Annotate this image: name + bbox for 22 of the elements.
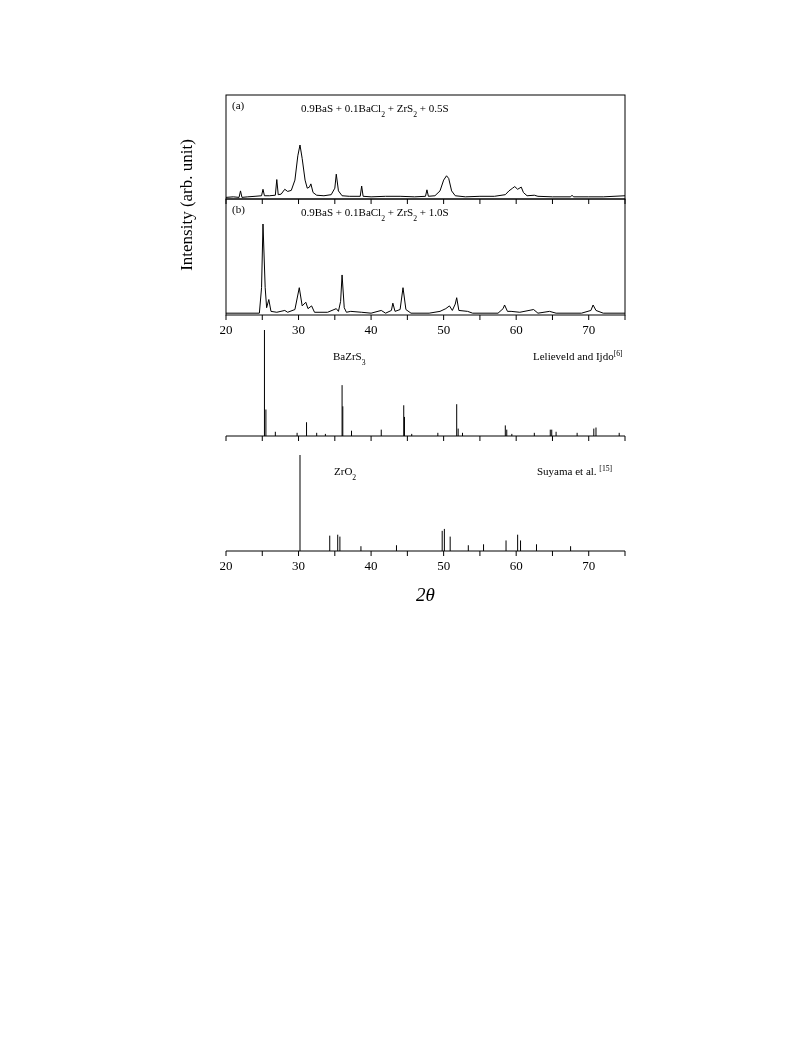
x-tick-label: 30 (292, 322, 306, 337)
x-tick-label: 60 (509, 558, 523, 573)
text: (b) (232, 203, 246, 216)
x-tick-label: 50 (437, 322, 451, 337)
x-tick-label: 20 (219, 322, 233, 337)
x-tick-label: 70 (582, 322, 596, 337)
text: 0.9BaS + 0.1BaCl$_{2}$ + ZrS$_{2}$ + 1.0S (301, 206, 449, 223)
x-tick-label: 60 (509, 322, 523, 337)
x-tick-label: 40 (364, 558, 378, 573)
x-tick-label: 50 (437, 558, 451, 573)
annotation: BaZrS$_{3}$ (333, 350, 366, 367)
x-tick-label: 30 (292, 558, 306, 573)
annotation: Lelieveld and Ijdo$^{[6]}$ (533, 348, 623, 362)
text: (a) (232, 99, 245, 112)
x-axis-title: 2θ (416, 584, 435, 605)
x-tick-label: 40 (364, 322, 378, 337)
annotation: ZrO$_{2}$ (334, 465, 357, 482)
text: 0.9BaS + 0.1BaCl$_{2}$ + ZrS$_{2}$ + 0.5S (301, 102, 449, 119)
x-tick-label: 20 (219, 558, 233, 573)
y-axis-title: Intensity (arb. unit) (177, 139, 196, 271)
annotation: Suyama et al. $^{[15]}$ (537, 463, 613, 477)
x-tick-label: 70 (582, 558, 596, 573)
